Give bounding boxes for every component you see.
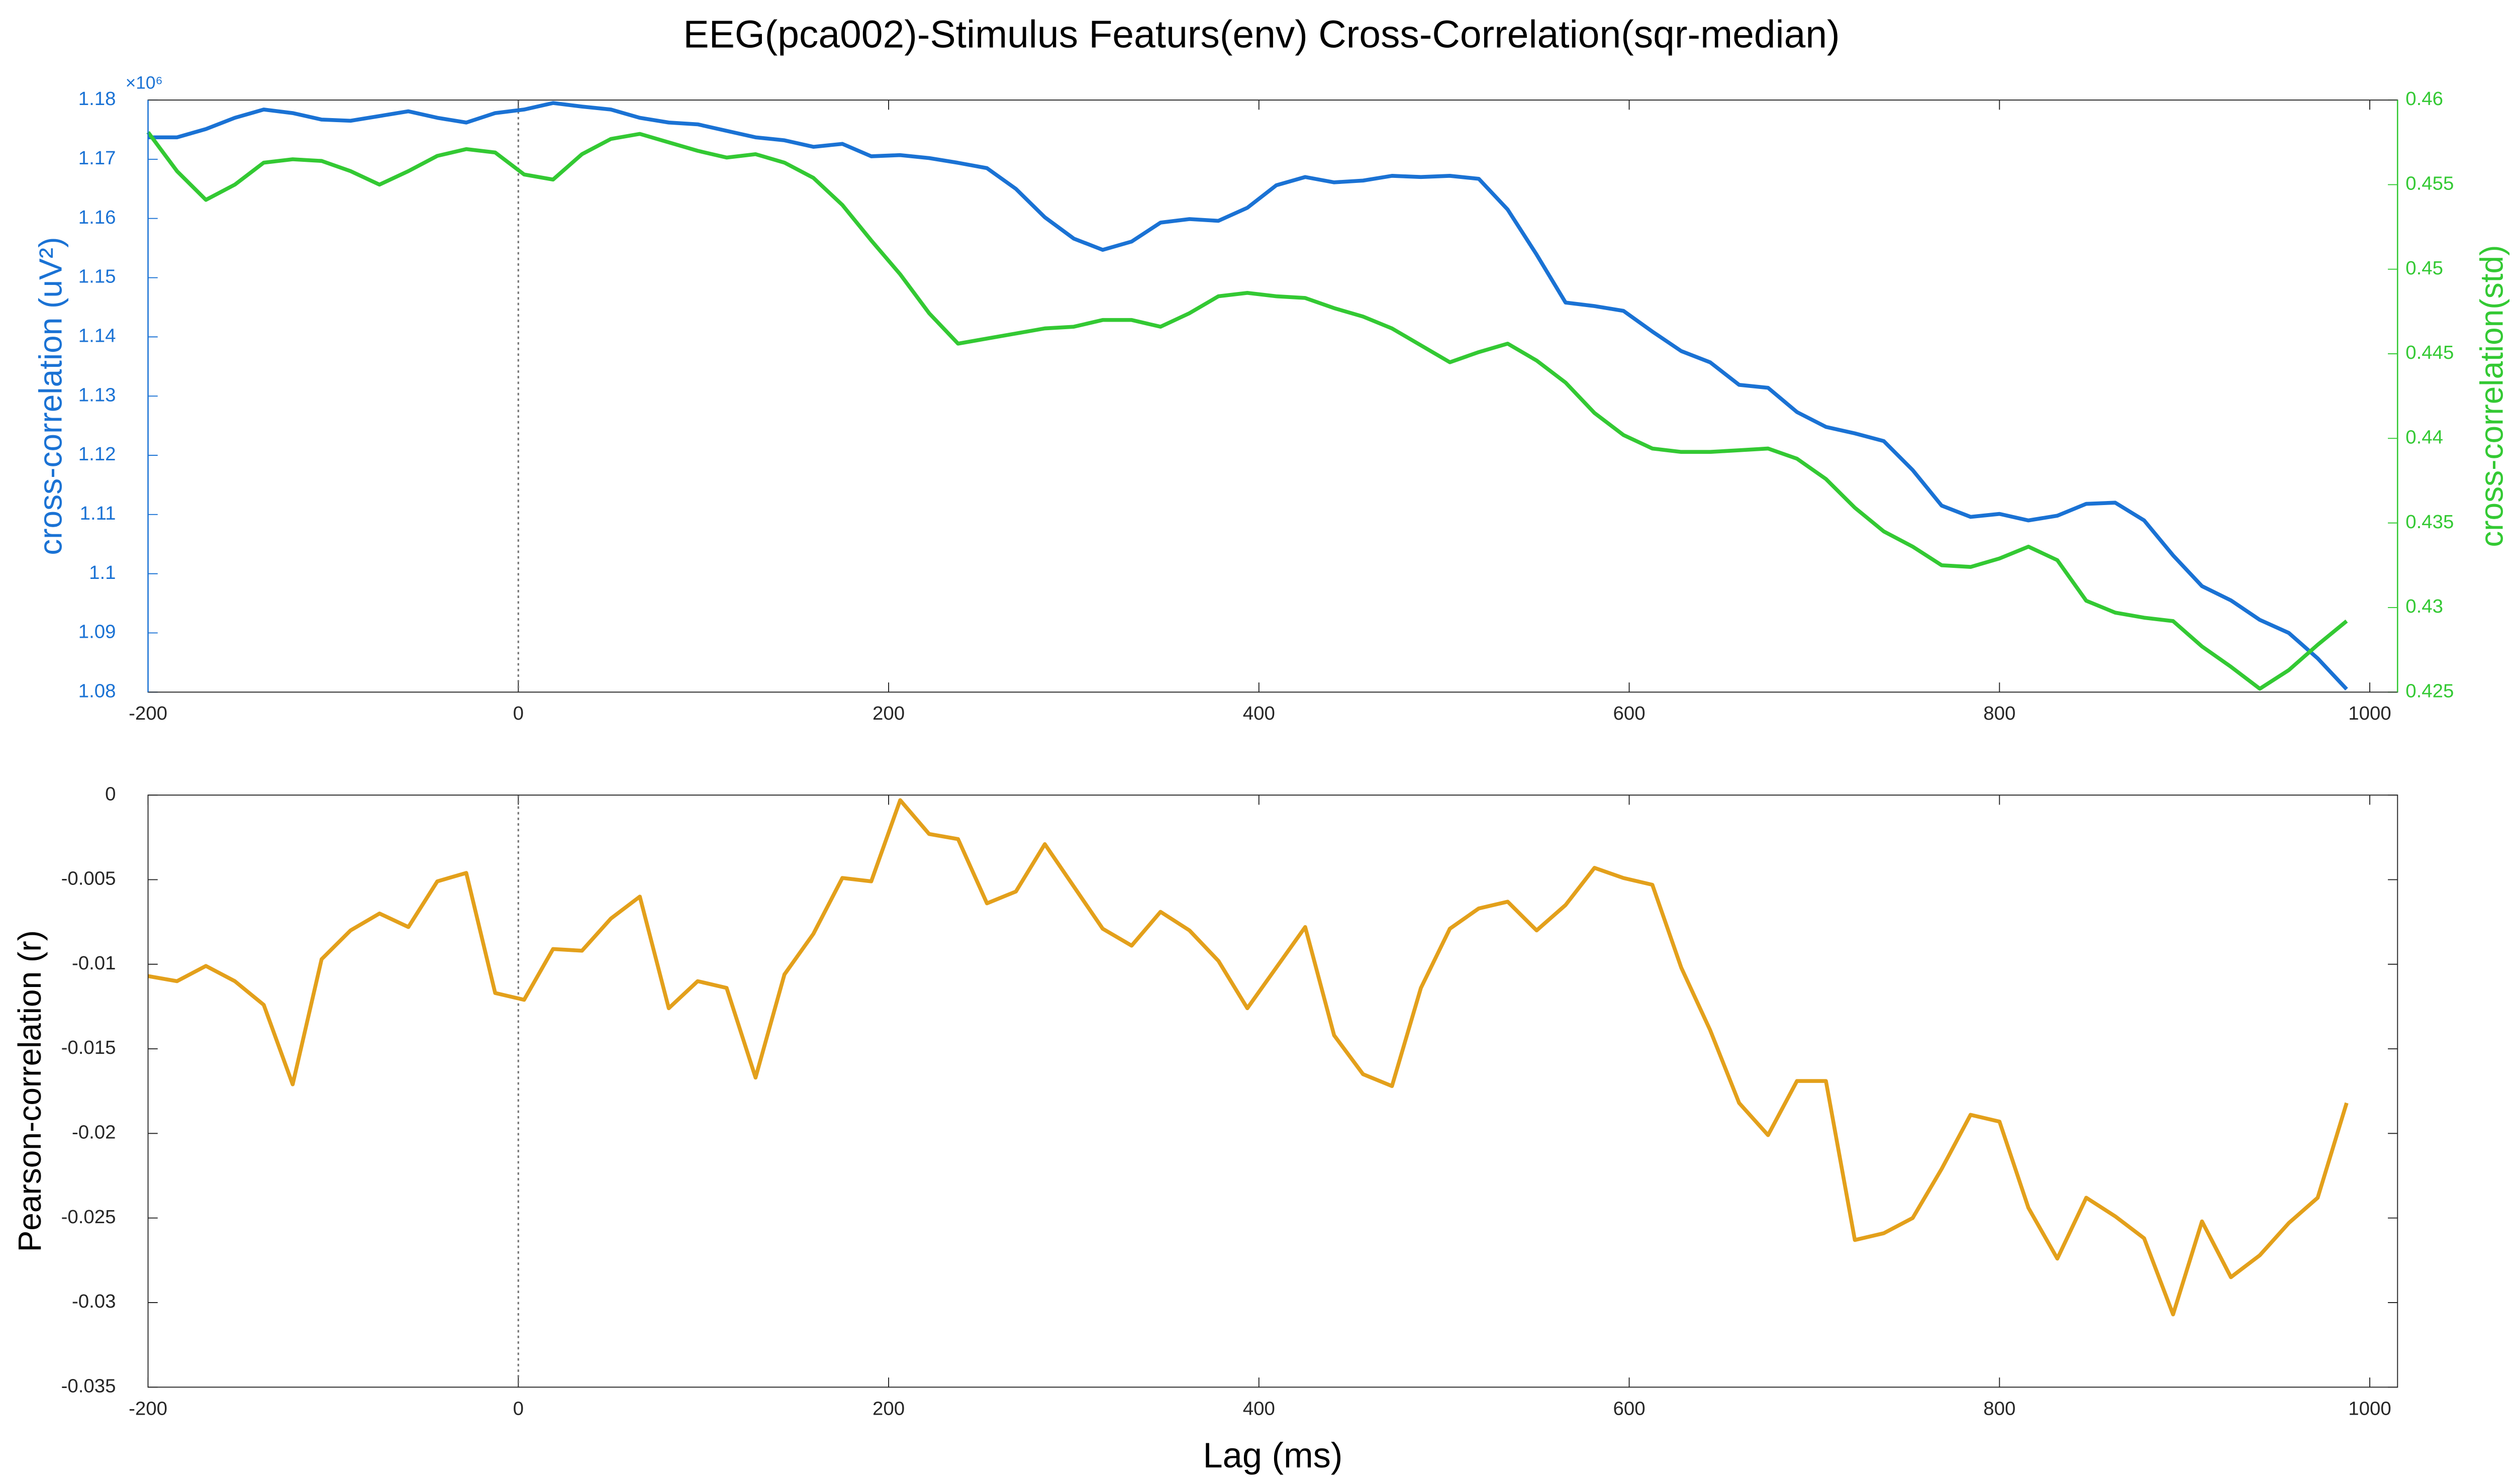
y-tick-label: 0 (105, 783, 116, 805)
x-tick-label: 0 (513, 1398, 524, 1419)
y-tick-label: -0.01 (72, 952, 116, 974)
y-tick-label: 1.09 (78, 621, 116, 643)
y-tick-label: -0.005 (61, 868, 116, 889)
x-tick-label: 400 (1243, 1398, 1275, 1419)
y-tick-label: 1.11 (80, 503, 116, 524)
x-tick-label: 0 (513, 703, 524, 724)
x-tick-label: 400 (1243, 703, 1275, 724)
data-line (148, 101, 2348, 690)
x-tick-label: 800 (1983, 1398, 2015, 1419)
y-tick-label: 1.16 (78, 207, 116, 228)
y-axis-label: Pearson-correlation (r) (12, 930, 48, 1252)
y-axis-label: cross-correlation (uV²) (33, 237, 69, 555)
y-tick-label: -0.03 (72, 1291, 116, 1312)
data-line (146, 131, 2348, 691)
x-tick-label: 200 (873, 1398, 905, 1419)
x-tick-label: 1000 (2348, 703, 2391, 724)
x-tick-label: -200 (129, 703, 167, 724)
y-tick-label: 1.08 (78, 680, 116, 702)
x-axis-label: Lag (ms) (1203, 1435, 1342, 1475)
y-exponent-label: ×10⁶ (126, 73, 163, 92)
data-line (147, 798, 2349, 1317)
y2-tick-label: 0.435 (2405, 511, 2454, 533)
y-tick-label: -0.025 (61, 1206, 116, 1228)
chart-title: EEG(pca002)-Stimulus Featurs(env) Cross-… (683, 13, 1840, 56)
y2-tick-label: 0.46 (2405, 88, 2443, 110)
y-tick-label: 1.18 (78, 88, 116, 110)
x-tick-label: 800 (1983, 703, 2015, 724)
axes-box (147, 795, 2398, 1388)
y-tick-label: 1.13 (78, 384, 116, 406)
x-tick-label: -200 (129, 1398, 167, 1419)
y-tick-label: -0.035 (61, 1375, 116, 1397)
y-tick-label: 1.15 (78, 266, 116, 287)
plot-area (148, 100, 2398, 692)
y-tick-label: 1.1 (89, 562, 116, 583)
y2-tick-label: 0.425 (2405, 680, 2454, 702)
x-tick-label: 200 (873, 703, 905, 724)
y-tick-label: 1.17 (78, 147, 116, 169)
y-tick-label: 1.14 (78, 325, 116, 346)
y2-tick-label: 0.43 (2405, 596, 2443, 617)
y-tick-label: -0.02 (72, 1122, 116, 1143)
plot-area (148, 795, 2398, 1388)
y2-tick-label: 0.445 (2405, 342, 2454, 363)
y-tick-label: -0.015 (61, 1037, 116, 1058)
y2-axis-label: cross-correlation(std) (2473, 245, 2509, 547)
x-tick-label: 1000 (2348, 1398, 2391, 1419)
x-tick-label: 600 (1613, 703, 1645, 724)
y2-tick-label: 0.44 (2405, 426, 2443, 448)
y2-tick-label: 0.45 (2405, 257, 2443, 279)
x-tick-label: 600 (1613, 1398, 1645, 1419)
y2-tick-label: 0.455 (2405, 173, 2454, 194)
y-tick-label: 1.12 (78, 443, 116, 465)
